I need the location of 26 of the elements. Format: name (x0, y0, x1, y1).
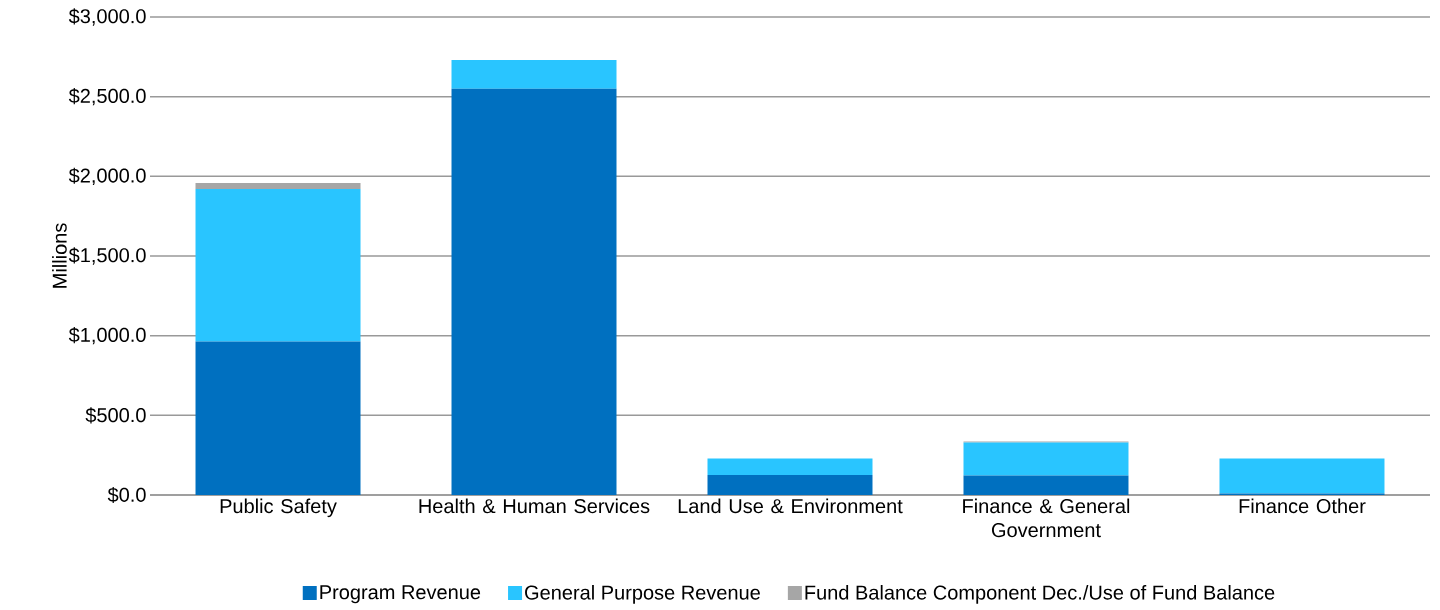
x-tick-label: Finance & General Government (963, 498, 1130, 538)
legend-label: General Purpose Revenue (525, 584, 760, 604)
bar (707, 475, 873, 495)
legend-label: Program Revenue (320, 585, 481, 604)
bar (963, 442, 1129, 476)
bar (195, 341, 361, 495)
bar (195, 183, 361, 190)
y-tick-label: $0.0 (107, 486, 146, 504)
y-tick-label: $2,500.0 (68, 87, 146, 106)
bar (451, 60, 617, 89)
x-tick-label: Public Safety (220, 498, 337, 518)
x-tick-label: Health & Human Services (419, 498, 650, 514)
bar (195, 189, 361, 342)
bar (963, 475, 1129, 495)
bar (707, 458, 873, 476)
legend-label: Fund Balance Component Dec./Use of Fund Balance (805, 584, 1275, 604)
y-tick-label: $1,500.0 (68, 247, 146, 265)
bar (451, 88, 617, 495)
y-axis-title: Millions (52, 223, 67, 288)
y-tick-label: $1,000.0 (68, 326, 146, 345)
x-tick-label: Land Use & Environment (678, 498, 903, 514)
y-tick-label: $2,000.0 (68, 167, 146, 186)
y-tick-label: $500.0 (85, 407, 146, 424)
y-tick-label: $3,000.0 (68, 8, 146, 26)
x-tick-label: Finance Other (1239, 498, 1366, 514)
bar (1219, 458, 1385, 494)
